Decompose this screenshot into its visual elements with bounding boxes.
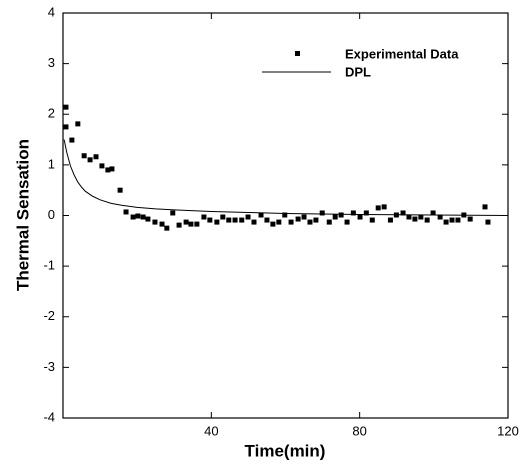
dpl-line: [63, 139, 509, 216]
data-point: [443, 219, 449, 225]
y-tick-label: -2: [43, 308, 55, 323]
x-axis-title: Time(min): [245, 441, 326, 460]
data-point: [332, 214, 338, 220]
data-point: [81, 153, 87, 159]
y-tick-label: 2: [48, 106, 55, 121]
data-point: [276, 219, 282, 225]
data-point: [307, 219, 313, 225]
y-axis-title: Thermal Sensation: [13, 139, 32, 291]
data-point: [239, 217, 245, 223]
y-tick-label: 4: [48, 4, 55, 19]
data-point: [449, 217, 455, 223]
data-point: [430, 210, 436, 216]
data-point: [258, 212, 264, 218]
y-tick-label: 0: [48, 207, 55, 222]
y-tick-label: -3: [43, 359, 55, 374]
data-point: [214, 219, 220, 225]
legend-marker: [295, 51, 300, 56]
data-point: [245, 214, 251, 220]
data-point: [183, 219, 189, 225]
data-point: [326, 219, 332, 225]
data-point: [381, 204, 387, 210]
data-point: [164, 225, 170, 231]
data-point: [344, 219, 350, 225]
data-point: [350, 210, 356, 216]
data-point: [159, 221, 165, 227]
data-point: [295, 216, 301, 222]
data-point: [170, 210, 176, 216]
y-tick-label: 3: [48, 55, 55, 70]
data-point: [87, 157, 93, 163]
data-point: [363, 210, 369, 216]
data-point: [418, 214, 424, 220]
data-point: [69, 137, 75, 143]
data-point: [194, 221, 200, 227]
data-point: [387, 217, 393, 223]
data-point: [207, 217, 213, 223]
data-point: [93, 154, 99, 160]
data-point: [140, 214, 146, 220]
data-point: [63, 124, 69, 130]
data-point: [264, 217, 270, 223]
data-point: [220, 214, 226, 220]
data-point: [319, 210, 325, 216]
data-point: [288, 219, 294, 225]
legend-label: DPL: [345, 64, 371, 79]
data-point: [338, 212, 344, 218]
data-point: [400, 210, 406, 216]
y-tick-label: -1: [43, 258, 55, 273]
y-tick-label: 1: [48, 156, 55, 171]
data-point: [232, 217, 238, 223]
data-point: [176, 222, 182, 228]
data-point: [412, 216, 418, 222]
y-tick-label: -4: [43, 409, 55, 424]
data-point: [406, 214, 412, 220]
data-point: [369, 217, 375, 223]
data-point: [109, 166, 115, 172]
data-point: [105, 167, 111, 173]
data-point: [99, 163, 105, 169]
data-point: [152, 219, 158, 225]
data-point: [145, 216, 151, 222]
data-point: [455, 217, 461, 223]
data-point: [357, 214, 363, 220]
data-point: [75, 121, 81, 127]
data-point: [467, 216, 473, 222]
data-point: [135, 213, 141, 219]
x-tick-label: 120: [497, 423, 519, 438]
data-point: [485, 219, 491, 225]
data-point: [270, 221, 276, 227]
data-point: [424, 217, 430, 223]
data-point: [117, 187, 123, 193]
data-point: [375, 205, 381, 211]
data-point: [201, 214, 207, 220]
x-tick-label: 40: [204, 423, 218, 438]
data-point: [482, 204, 488, 210]
data-point: [437, 214, 443, 220]
data-point: [251, 219, 257, 225]
data-point: [226, 217, 232, 223]
data-point: [301, 214, 307, 220]
data-point: [313, 217, 319, 223]
data-point: [130, 214, 136, 220]
legend-label: Experimental Data: [345, 46, 459, 61]
data-point: [123, 209, 129, 215]
x-tick-label: 80: [352, 423, 366, 438]
data-point: [63, 104, 69, 110]
data-point: [188, 221, 194, 227]
data-point: [282, 212, 288, 218]
